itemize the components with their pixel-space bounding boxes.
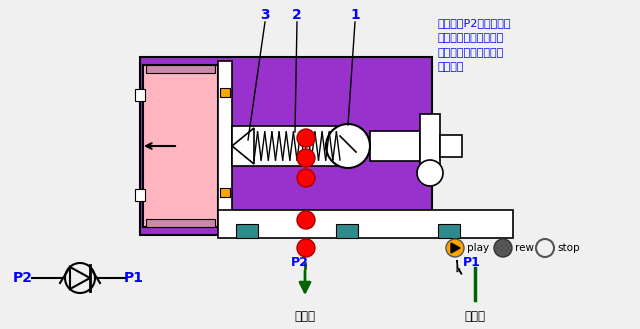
Text: 出油口: 出油口 [465,310,486,322]
Bar [232,126,340,166]
Text: P1: P1 [124,271,144,285]
Circle shape [417,160,443,186]
Bar [420,114,440,179]
Bar [146,65,215,73]
Circle shape [326,124,370,168]
Text: P1: P1 [463,256,481,268]
Bar [218,61,232,231]
Circle shape [446,239,464,257]
Polygon shape [451,243,460,253]
Text: 进油口: 进油口 [294,310,316,322]
Bar [440,135,462,157]
Text: P2: P2 [291,256,309,268]
Circle shape [494,239,512,257]
Text: 1: 1 [350,8,360,22]
Bar [143,65,218,227]
Circle shape [297,169,315,187]
Bar [135,89,145,101]
Bar [336,224,358,238]
Circle shape [297,129,315,147]
Polygon shape [232,128,254,164]
Circle shape [297,149,315,167]
Bar [438,224,460,238]
Bar [236,224,258,238]
Text: stop: stop [557,243,580,253]
Polygon shape [457,260,462,274]
Bar [218,210,513,238]
Text: P2: P2 [13,271,33,285]
Bar [146,219,215,227]
Bar [220,188,230,197]
Circle shape [297,239,315,257]
Text: rew: rew [515,243,534,253]
Text: play: play [467,243,489,253]
Bar [140,57,432,235]
Bar [135,189,145,201]
Text: 当流体从P2流入时，流
体的压力和弹簧力将阀
芯压紧在阀座上，流体
不能通过: 当流体从P2流入时，流 体的压力和弹簧力将阀 芯压紧在阀座上，流体 不能通过 [438,18,511,72]
Circle shape [297,211,315,229]
Text: 2: 2 [292,8,302,22]
Text: 3: 3 [260,8,270,22]
Bar [370,131,420,161]
Bar [220,88,230,97]
